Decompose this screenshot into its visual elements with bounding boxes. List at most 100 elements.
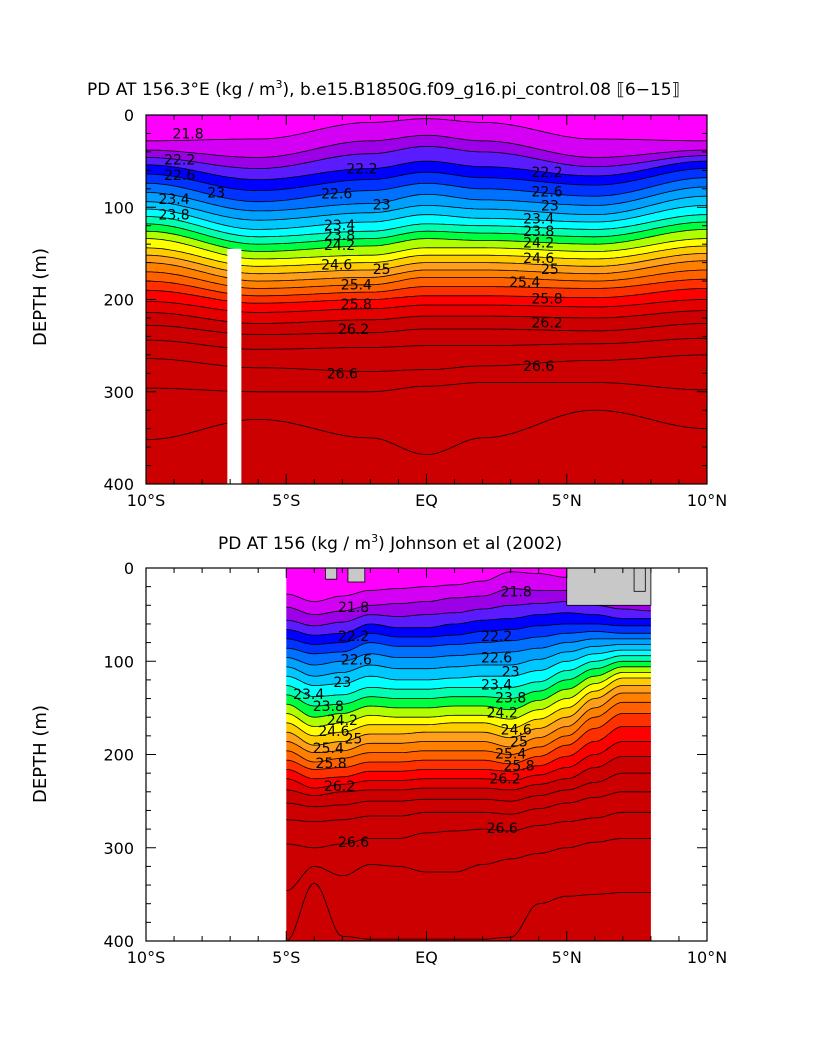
density-band: [286, 601, 651, 636]
contour-label: 23.8: [324, 228, 355, 244]
missing-data-patch: [633, 567, 646, 592]
density-band: [146, 146, 707, 180]
isopycnal-line: [146, 160, 707, 180]
density-band: [286, 791, 651, 848]
density-band: [286, 666, 651, 727]
x-tick-label: 10°N: [687, 491, 727, 510]
isopycnal-line: [145, 168, 707, 191]
density-band: [286, 644, 651, 686]
x-tick-label: EQ: [415, 948, 438, 967]
isopycnal-line: [286, 630, 651, 655]
density-band: [286, 773, 651, 822]
isopycnal-line: [286, 701, 651, 763]
x-tick-label: 5°N: [552, 491, 582, 510]
contour-label: 26.2: [324, 779, 355, 795]
contour-label: 22.2: [338, 629, 369, 645]
contour-label: 23.4: [523, 211, 554, 227]
contour-label: 23.4: [324, 218, 355, 234]
contour-label: 24.2: [523, 235, 554, 251]
density-band: [286, 624, 651, 654]
density-band: [146, 354, 707, 392]
density-band: [286, 672, 651, 736]
contour-label: 25: [541, 262, 559, 278]
density-band: [286, 588, 651, 626]
density-band: [146, 253, 707, 282]
x-tick-label: 5°S: [272, 948, 300, 967]
density-band: [146, 323, 707, 350]
contour-label: 24.6: [501, 722, 532, 738]
y-tick-label: 0: [124, 559, 134, 578]
density-band: [146, 161, 707, 191]
density-band: [146, 238, 707, 267]
density-band: [286, 685, 651, 753]
density-band: [146, 410, 707, 484]
density-band: [286, 650, 651, 697]
density-band: [146, 187, 707, 221]
isopycnal-line: [286, 638, 651, 666]
density-band: [146, 135, 707, 169]
contour-label: 22.2: [481, 629, 512, 645]
contour-label: 22.2: [532, 165, 563, 181]
y-tick-label: 300: [103, 383, 134, 402]
missing-data-patch: [347, 567, 366, 583]
density-band: [286, 638, 651, 677]
y-tick-label: 100: [103, 198, 134, 217]
density-band: [286, 838, 651, 941]
contour-label: 26.2: [338, 322, 369, 338]
contour-label: 25.4: [341, 278, 372, 294]
contour-label: 25: [510, 734, 528, 750]
contour-label: 22.6: [532, 185, 563, 201]
contour-label: 23: [333, 675, 351, 691]
density-band: [286, 661, 651, 718]
contour-label: 23: [207, 185, 225, 201]
density-band: [146, 270, 707, 296]
density-band: [146, 205, 707, 237]
contour-label: 25.8: [316, 756, 347, 772]
missing-data-gap: [227, 248, 242, 484]
contour-label: 24.6: [321, 257, 352, 273]
panel-model-title: PD AT 156.3°E (kg / m3), b.e15.B1850G.f0…: [87, 78, 680, 100]
isopycnal-line: [146, 186, 707, 212]
density-band: [146, 229, 707, 259]
isopycnal-line: [286, 772, 651, 808]
isopycnal-line: [286, 882, 651, 942]
isopycnal-line: [286, 741, 651, 789]
density-band: [146, 222, 707, 252]
x-tick-label: EQ: [415, 491, 438, 510]
x-tick-label: 5°N: [552, 948, 582, 967]
isopycnal-line: [286, 655, 651, 698]
isopycnal-line: [286, 756, 651, 796]
isopycnal-line: [286, 692, 651, 753]
density-band: [146, 310, 707, 335]
isopycnal-line: [286, 666, 651, 718]
isopycnal-line: [146, 205, 707, 230]
contour-label: 21.8: [172, 126, 203, 142]
contour-label: 22.2: [346, 162, 377, 178]
density-band: [146, 214, 707, 245]
panel-model-y-label: DEPTH (m): [30, 248, 51, 346]
contour-label: 22.2: [164, 152, 195, 168]
density-band: [286, 812, 651, 891]
panel-model: PD AT 156.3°E (kg / m3), b.e15.B1850G.f0…: [30, 78, 727, 510]
contour-label: 23.4: [481, 678, 512, 694]
panel-observations-plot: 21.821.822.2 22.222.6 22.6232323.423.423.8…: [103, 559, 727, 967]
contour-label: 23.8: [158, 208, 189, 224]
contour-label: 22.6: [481, 651, 512, 667]
isopycnal-line: [286, 649, 651, 686]
contour-label: 22.6: [164, 168, 195, 184]
contour-label: 25.4: [509, 275, 540, 291]
density-band: [286, 756, 651, 807]
x-tick-label: 10°S: [127, 948, 166, 967]
isopycnal-line: [286, 811, 651, 849]
contour-label: 26.2: [489, 772, 520, 788]
contour-label: 26.6: [487, 821, 518, 837]
panel-observations-y-label: DEPTH (m): [30, 705, 51, 803]
contour-label: 24.2: [327, 713, 358, 729]
contour-label: 25.8: [532, 292, 563, 308]
contour-label: 26.6: [523, 359, 554, 375]
isopycnal-line: [286, 672, 651, 727]
contour-label: 26.6: [338, 835, 369, 851]
contour-label: 22.6: [341, 652, 372, 668]
